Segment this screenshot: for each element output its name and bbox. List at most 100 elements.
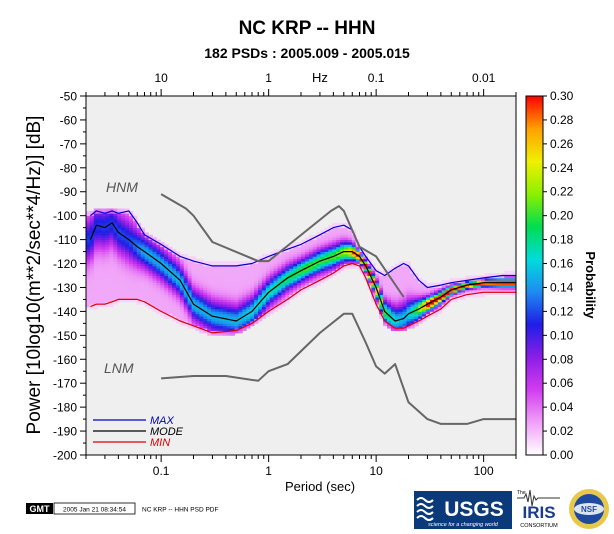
density-cell: [230, 330, 235, 334]
density-cell: [113, 246, 118, 250]
density-cell: [379, 273, 384, 276]
density-cell: [148, 268, 153, 272]
density-cell: [156, 253, 161, 257]
density-cell: [340, 225, 345, 229]
density-cell: [152, 258, 157, 262]
density-cell: [383, 287, 388, 291]
density-cell: [117, 220, 122, 224]
density-cell: [488, 280, 493, 284]
density-cell: [359, 251, 364, 255]
density-cell: [160, 292, 165, 296]
density-cell: [129, 285, 134, 288]
density-cell: [136, 275, 142, 279]
density-cell: [172, 249, 177, 252]
density-cell: [218, 277, 224, 281]
density-cell: [308, 258, 314, 262]
density-cell: [179, 275, 185, 279]
density-cell: [410, 325, 415, 329]
density-cell: [136, 237, 142, 240]
density-cell: [234, 313, 239, 317]
density-cell: [398, 285, 404, 288]
density-cell: [457, 297, 462, 300]
density-cell: [336, 246, 341, 250]
density-cell: [164, 301, 169, 305]
density-cell: [390, 323, 396, 327]
density-cell: [398, 270, 404, 274]
density-cell: [172, 301, 177, 305]
density-cell: [211, 265, 216, 269]
density-cell: [160, 256, 165, 260]
density-cell: [86, 246, 91, 250]
density-cell: [394, 301, 400, 305]
density-cell: [406, 270, 411, 274]
density-cell: [93, 275, 99, 279]
density-cell: [175, 297, 181, 300]
x-tick-label: 1: [265, 464, 272, 478]
density-cell: [297, 241, 302, 245]
density-cell: [172, 306, 177, 310]
density-cell: [390, 306, 396, 310]
density-cell: [93, 292, 99, 296]
density-cell: [125, 299, 130, 303]
density-cell: [140, 251, 146, 255]
density-cell: [105, 287, 110, 291]
density-cell: [273, 258, 278, 262]
density-cell: [132, 294, 138, 298]
density-cell: [113, 273, 118, 276]
density-cell: [387, 301, 392, 305]
density-cell: [437, 287, 443, 291]
density-cell: [340, 258, 345, 262]
density-cell: [254, 297, 259, 300]
density-cell: [168, 265, 173, 269]
density-cell: [101, 232, 106, 236]
x-top-tick-label: 10: [154, 71, 168, 85]
density-cell: [140, 256, 146, 260]
density-cell: [156, 304, 161, 308]
density-cell: [125, 253, 130, 257]
density-cell: [109, 222, 114, 226]
density-cell: [132, 299, 138, 303]
density-cell: [312, 237, 318, 240]
density-cell: [105, 230, 110, 233]
density-cell: [301, 273, 306, 276]
density-cell: [172, 253, 177, 257]
density-cell: [121, 280, 126, 284]
density-cell: [203, 270, 208, 274]
density-cell: [86, 258, 91, 262]
density-cell: [324, 273, 329, 276]
density-cell: [445, 299, 450, 303]
density-cell: [152, 309, 157, 312]
density-cell: [273, 270, 278, 274]
density-cell: [336, 232, 341, 236]
density-cell: [97, 220, 103, 224]
density-cell: [121, 270, 126, 274]
density-cell: [183, 292, 189, 296]
density-cell: [426, 306, 431, 310]
density-cell: [179, 294, 185, 298]
density-cell: [406, 265, 411, 269]
density-cell: [390, 292, 396, 296]
density-cell: [93, 215, 99, 219]
density-cell: [129, 265, 134, 269]
density-cell: [273, 289, 278, 293]
density-cell: [394, 294, 400, 298]
density-cell: [402, 270, 407, 274]
density-cell: [258, 285, 263, 288]
density-cell: [234, 301, 239, 305]
density-cell: [246, 318, 251, 322]
density-cell: [132, 292, 138, 296]
density-cell: [242, 280, 247, 284]
density-cell: [500, 282, 505, 286]
density-cell: [105, 292, 110, 296]
density-cell: [218, 261, 224, 264]
density-cell: [449, 292, 454, 296]
density-cell: [109, 208, 114, 212]
density-cell: [226, 311, 232, 315]
density-cell: [156, 282, 161, 286]
density-cell: [113, 215, 118, 219]
density-cell: [226, 306, 232, 310]
density-cell: [117, 289, 122, 293]
density-cell: [136, 258, 142, 262]
density-cell: [215, 273, 220, 276]
max-line: [90, 210, 516, 289]
